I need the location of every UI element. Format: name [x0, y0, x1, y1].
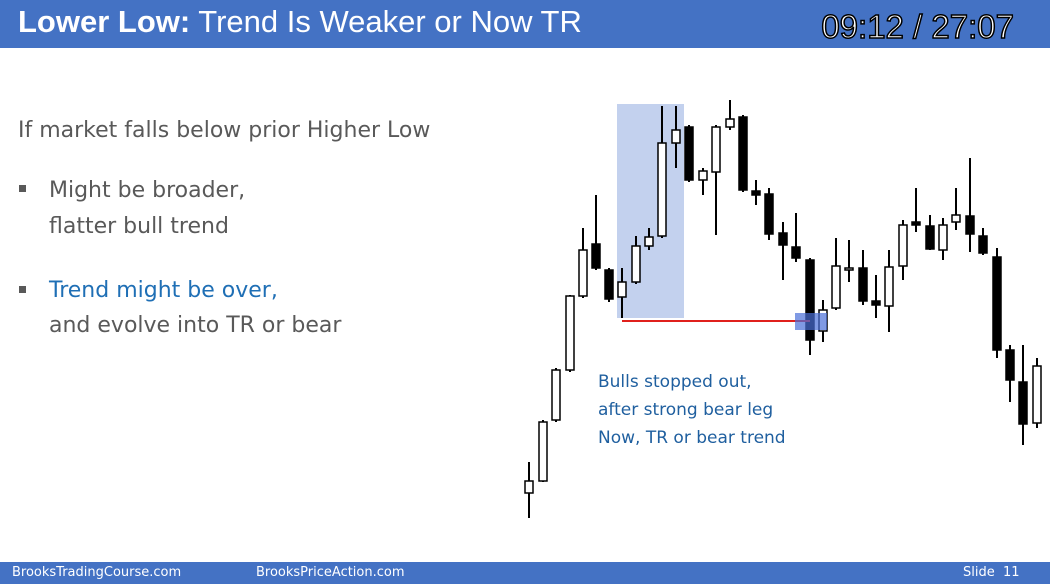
title: Lower Low: Trend Is Weaker or Now TR	[18, 4, 582, 40]
footer-middle: BrooksPriceAction.com	[256, 565, 405, 580]
candle	[764, 193, 774, 235]
candle	[858, 267, 868, 302]
candle	[791, 246, 801, 259]
candle	[671, 129, 681, 144]
candle	[1018, 381, 1028, 425]
candle	[871, 300, 881, 306]
timer: 09:12 / 27:07	[821, 7, 1015, 46]
footer-bar	[0, 562, 1050, 584]
candle	[725, 118, 735, 128]
annotation: after strong bear leg	[598, 400, 774, 420]
candle	[711, 126, 721, 173]
candle	[978, 235, 988, 254]
candle	[805, 259, 815, 341]
candle	[657, 142, 667, 237]
bullet	[19, 286, 26, 293]
footer-left: BrooksTradingCourse.com	[12, 565, 182, 580]
candle	[831, 265, 841, 309]
intro: If market falls below prior Higher Low	[18, 118, 431, 143]
candle	[617, 281, 627, 298]
bullet	[19, 185, 26, 192]
candle	[951, 214, 961, 223]
candle	[992, 256, 1002, 351]
candle	[698, 170, 708, 181]
candle	[524, 480, 534, 494]
candle	[644, 236, 654, 247]
candle	[631, 245, 641, 283]
annotation: Now, TR or bear trend	[598, 428, 786, 448]
candle	[578, 249, 588, 297]
candle	[844, 267, 854, 271]
candle	[898, 224, 908, 267]
candle	[778, 232, 788, 246]
candle	[965, 215, 975, 235]
bullet-text: and evolve into TR or bear	[49, 313, 342, 338]
candle	[738, 116, 748, 191]
candle	[551, 369, 561, 421]
bullet-text: Might be broader,	[49, 178, 246, 203]
bullet-text: Trend might be over,	[49, 278, 278, 303]
candle	[751, 190, 761, 196]
annotation: Bulls stopped out,	[598, 372, 752, 392]
candle	[604, 269, 614, 300]
candle	[884, 266, 894, 307]
candle	[565, 295, 575, 371]
bullet-text: flatter bull trend	[49, 214, 229, 239]
candles	[524, 100, 1042, 518]
candle	[591, 243, 601, 269]
candle	[911, 221, 921, 226]
title-rest: Trend Is Weaker or Now TR	[198, 4, 582, 39]
candle	[538, 421, 548, 482]
candle	[1005, 349, 1015, 381]
candle	[684, 126, 694, 181]
candle	[1032, 365, 1042, 424]
slide-number: Slide 11	[963, 565, 1020, 580]
header-bar	[0, 0, 1050, 48]
candle	[938, 224, 948, 251]
breakout-marker	[795, 313, 827, 330]
candle	[925, 225, 935, 250]
title-bold: Lower Low:	[18, 4, 191, 39]
